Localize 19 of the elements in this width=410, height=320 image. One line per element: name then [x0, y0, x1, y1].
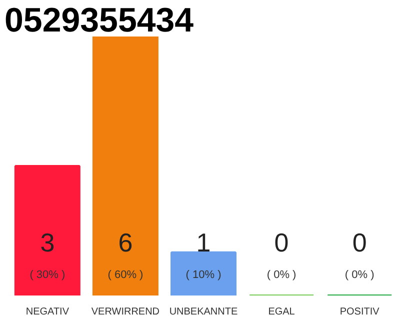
bar: [14, 165, 80, 296]
data-label: 6: [118, 227, 133, 258]
x-tick-label: NEGATIV: [26, 306, 70, 318]
annotation: ( 60% ): [108, 268, 144, 281]
data-label: 0: [274, 227, 289, 258]
data-label: 3: [40, 227, 55, 258]
chart-title: 0529355434: [4, 2, 194, 40]
bar: [92, 36, 158, 296]
x-tick-label: POSITIV: [340, 306, 380, 318]
annotation: ( 0% ): [344, 268, 374, 281]
data-label: 0: [352, 227, 367, 258]
annotation: ( 0% ): [266, 268, 296, 281]
data-label: 1: [196, 227, 211, 258]
x-tick-label: EGAL: [268, 306, 296, 318]
annotation: ( 30% ): [30, 268, 66, 281]
annotation: ( 10% ): [186, 268, 222, 281]
x-tick-label: UNBEKANNTE: [169, 306, 238, 318]
bar: [170, 251, 236, 296]
x-tick-label: VERWIRREND: [91, 306, 160, 318]
